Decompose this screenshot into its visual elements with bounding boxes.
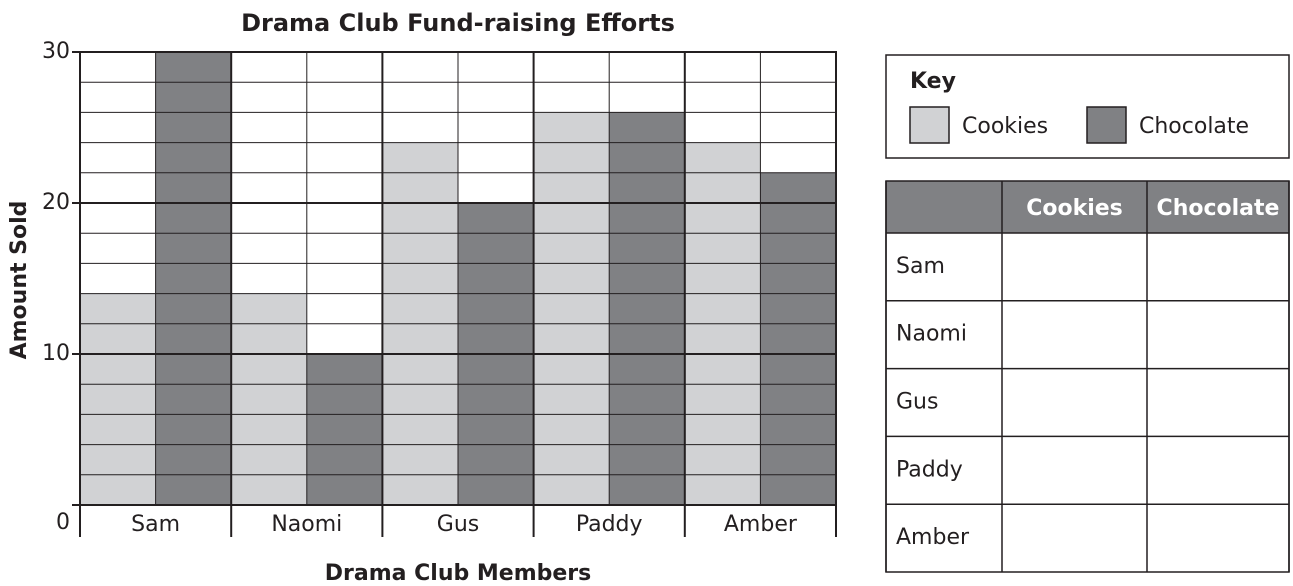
bar (231, 293, 307, 505)
key-swatch (909, 106, 950, 144)
x-axis-label: Drama Club Members (325, 561, 592, 586)
y-axis-label: Amount Sold (7, 201, 32, 360)
y-tick-label: 20 (42, 190, 70, 215)
key-label: Cookies (962, 114, 1048, 139)
key-label: Chocolate (1139, 114, 1249, 139)
bar (306, 354, 383, 505)
y-tick-label: 30 (42, 39, 70, 64)
key-title: Key (910, 69, 956, 94)
table-column-header: Cookies (1026, 196, 1123, 221)
key-box (885, 54, 1290, 159)
y-tick-label: 0 (56, 510, 70, 535)
plot-frame (79, 51, 837, 506)
x-tick-label: Naomi (271, 512, 342, 537)
bar (533, 112, 610, 506)
bar (155, 52, 232, 505)
table-frame (885, 180, 1290, 573)
table-header (886, 181, 1289, 233)
bar (609, 112, 685, 506)
key-swatch (1086, 106, 1127, 144)
table-row-label: Gus (896, 390, 938, 415)
x-tick-label: Paddy (576, 512, 643, 537)
table-row-label: Sam (896, 254, 945, 279)
x-tick-label: Amber (724, 512, 798, 537)
bar (80, 293, 156, 505)
x-tick-label: Sam (131, 512, 180, 537)
x-tick-label: Gus (437, 512, 479, 537)
chart-title: Drama Club Fund-raising Efforts (241, 9, 675, 37)
table-row-label: Amber (896, 525, 970, 550)
table-column-header: Chocolate (1157, 196, 1280, 221)
table-row-label: Paddy (896, 457, 963, 482)
y-tick-label: 10 (42, 341, 70, 366)
bar (760, 172, 836, 506)
table-row-label: Naomi (896, 322, 967, 347)
